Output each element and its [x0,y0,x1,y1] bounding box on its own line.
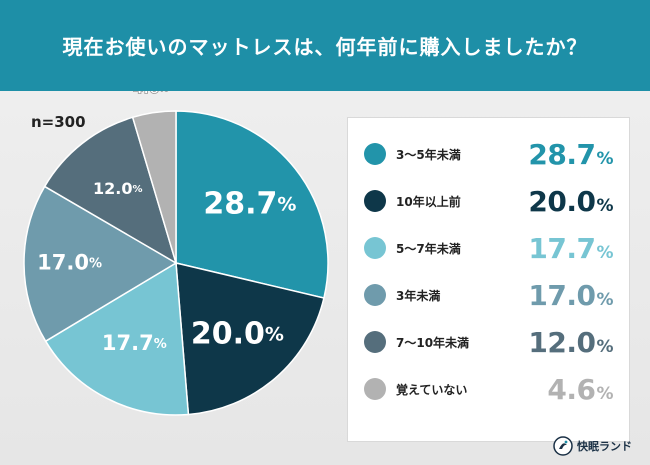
legend-item-0: 3〜5年未満 28.7% [348,134,631,174]
legend-value-0: 28.7% [528,137,613,171]
legend-label-0: 3〜5年未満 [396,147,461,162]
legend-swatch-2 [364,237,386,259]
pie-label-3: 17.0% [37,251,102,275]
legend-value-3: 17.0% [528,278,613,312]
legend-item-3: 3年未満 17.0% [348,275,631,315]
pie-label-2: 17.7% [102,331,167,355]
legend-item-4: 7〜10年未満 12.0% [348,322,631,362]
pie-label-0: 28.7% [203,186,296,221]
pie-label-4: 12.0% [93,178,143,197]
legend: 3〜5年未満 28.7% 10年以上前 20.0% 5〜7年未満 17.7% 3年未満 17.… [347,117,630,442]
legend-label-1: 10年以上前 [396,194,461,209]
legend-value-2: 17.7% [528,231,613,265]
brand-name: 快眠ランド [577,440,632,453]
legend-item-2: 5〜7年未満 17.7% [348,228,631,268]
sleep-land-logo-icon [553,436,573,456]
legend-value-4: 12.0% [528,325,613,359]
legend-swatch-4 [364,331,386,353]
pie-slice-0 [175,110,329,299]
pie-slice-3 [23,185,178,343]
legend-value-5: 4.6% [547,372,613,406]
pie-label-5: 4.6% [133,91,169,97]
legend-swatch-3 [364,284,386,306]
legend-swatch-0 [364,143,386,165]
legend-swatch-5 [364,378,386,400]
page-title: 現在お使いのマットレスは、何年前に購入しましたか？ [62,35,588,59]
legend-swatch-1 [364,190,386,212]
legend-label-3: 3年未満 [396,288,441,303]
sample-size: n=300 [31,113,86,131]
pie-label-1: 20.0% [191,316,284,351]
legend-item-1: 10年以上前 20.0% [348,181,631,221]
brand: 快眠ランド [553,436,632,456]
legend-item-5: 覚えていない 4.6% [348,369,631,409]
pie-slice-5 [131,110,177,264]
legend-label-4: 7〜10年未満 [396,335,470,350]
header-bar: 現在お使いのマットレスは、何年前に購入しましたか？ [0,0,650,91]
pie-chart: 28.7% 20.0% 17.7% 17.0% 12.0% 4.6% [23,91,329,416]
pie-slice-1 [175,262,325,416]
legend-value-1: 20.0% [528,184,613,218]
legend-label-5: 覚えていない [396,382,468,397]
legend-label-2: 5〜7年未満 [396,241,461,256]
pie-slice-2 [44,261,190,416]
